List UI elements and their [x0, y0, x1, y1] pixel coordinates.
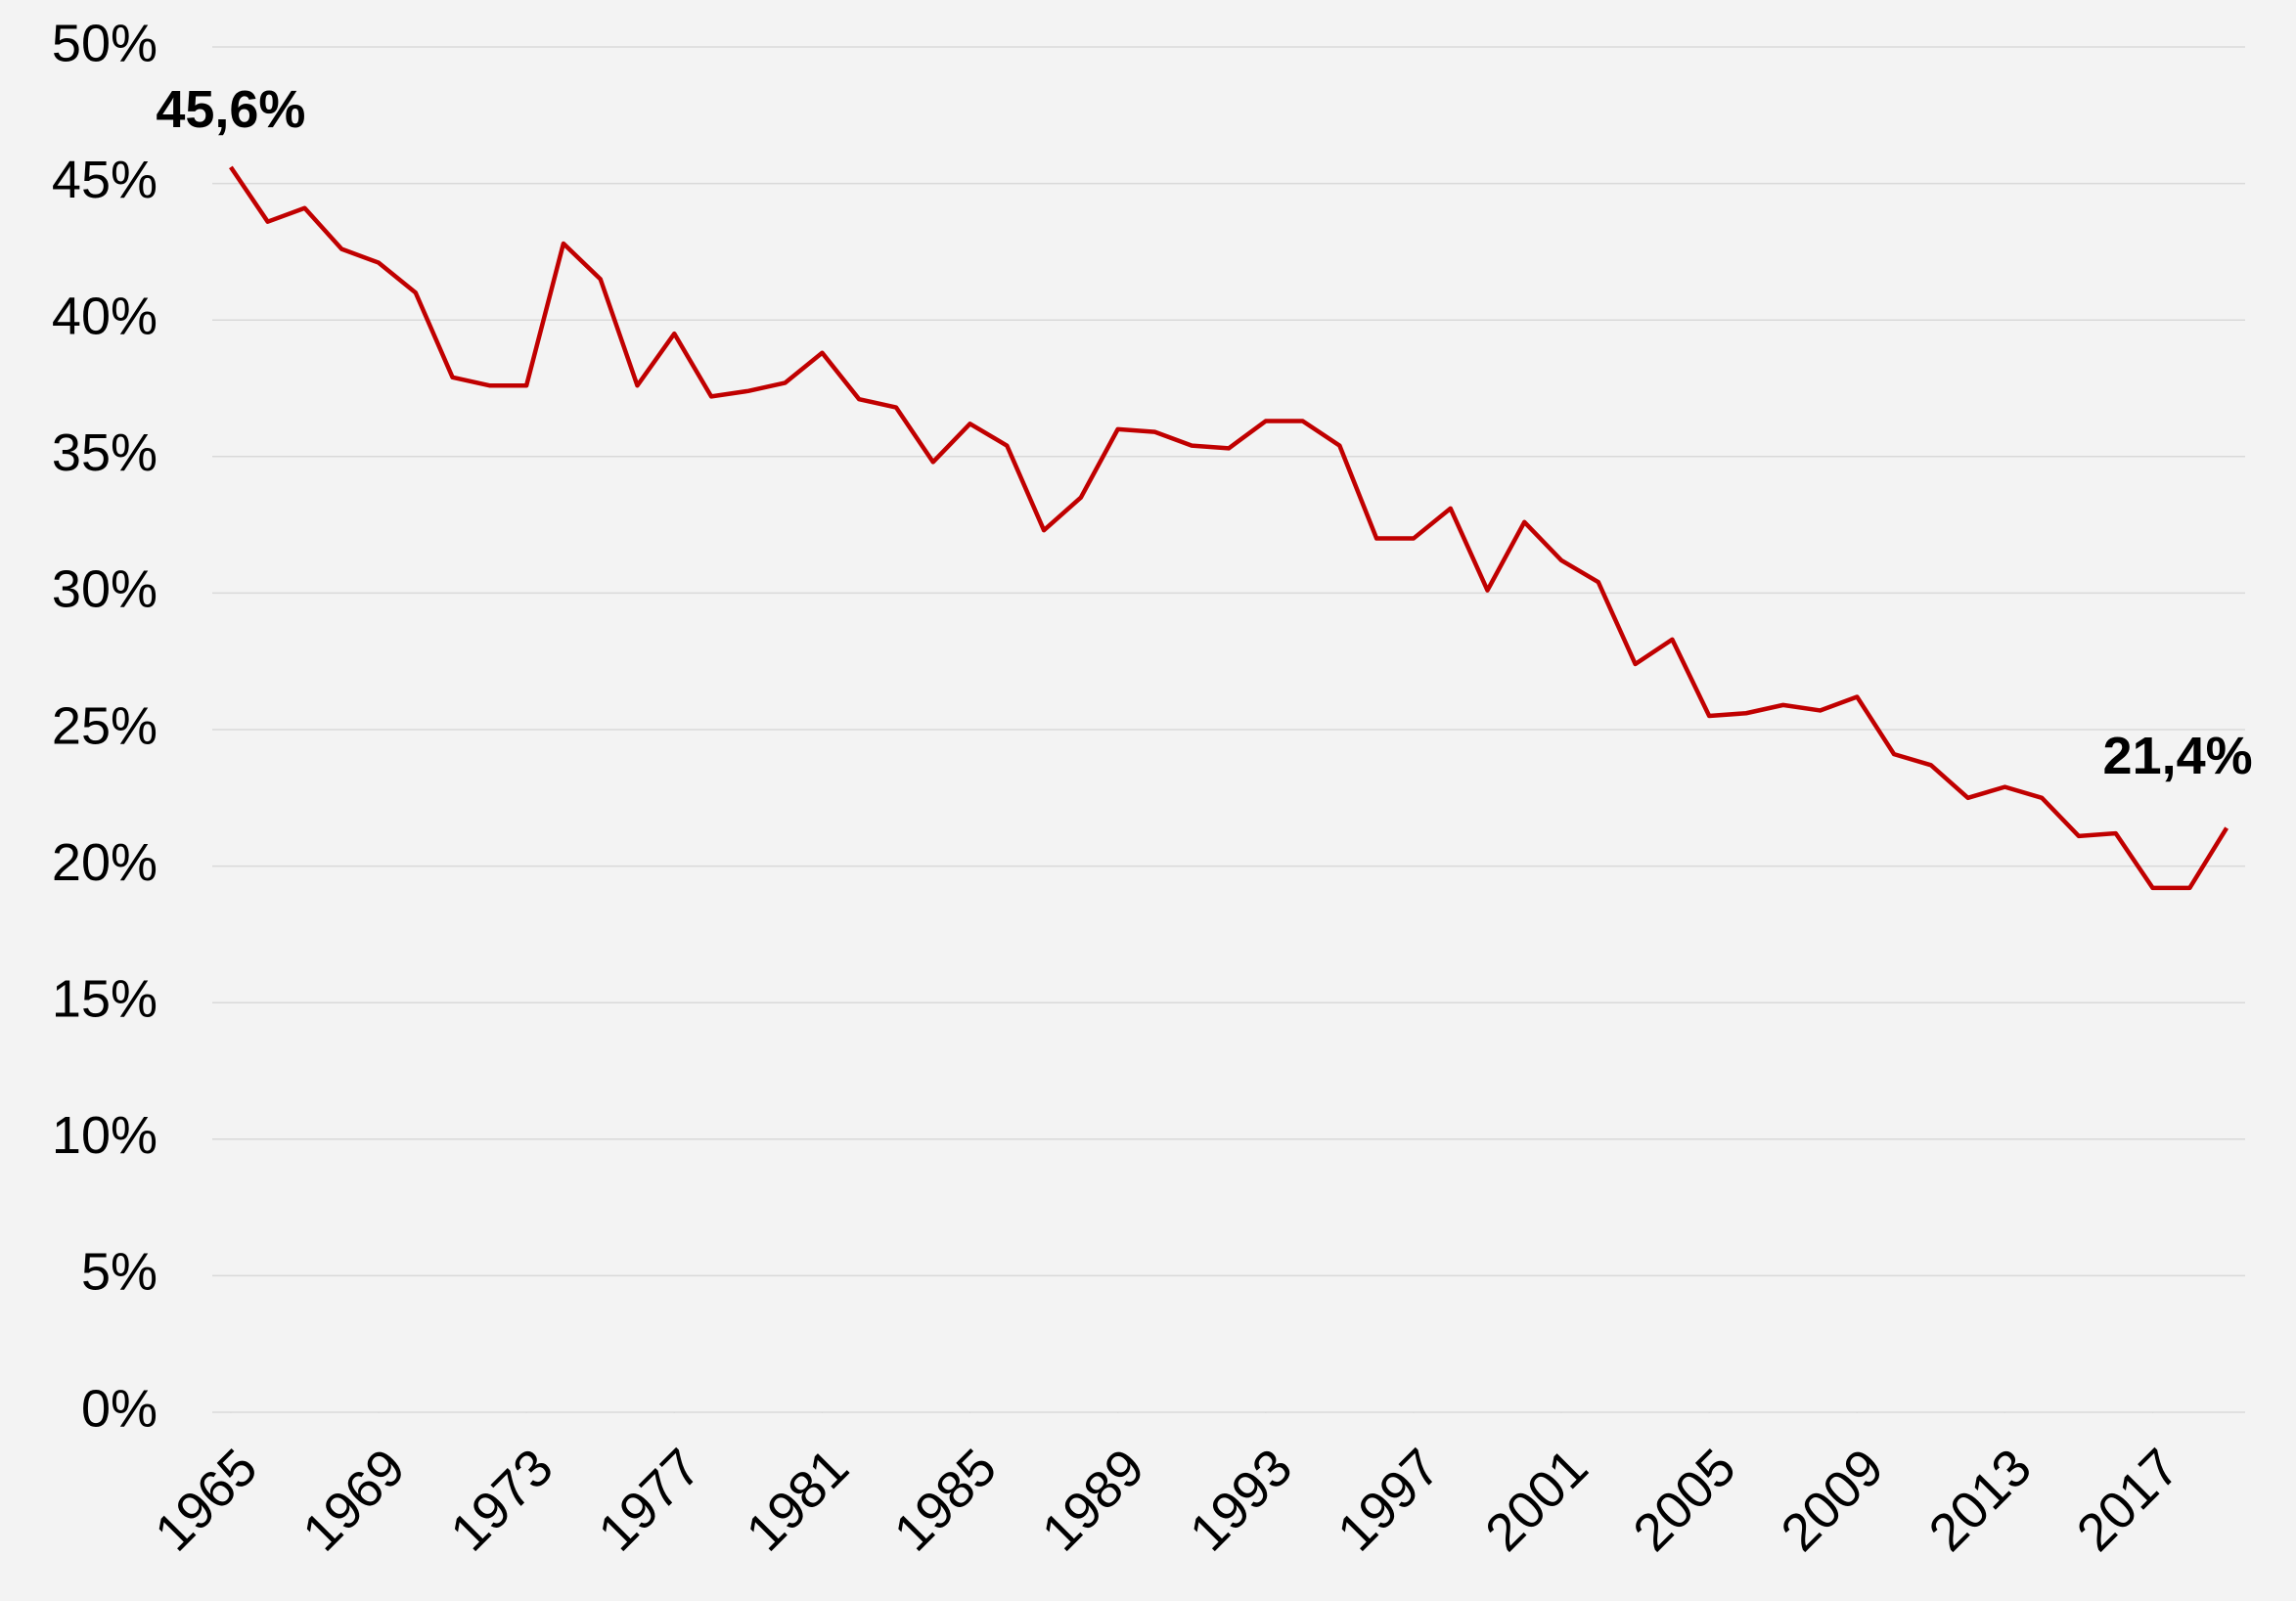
y-tick-label: 40% [52, 287, 158, 345]
y-tick-label: 50% [52, 14, 158, 72]
y-tick-label: 10% [52, 1106, 158, 1165]
y-tick-label: 20% [52, 833, 158, 892]
y-tick-label: 45% [52, 151, 158, 209]
y-tick-label: 5% [81, 1243, 158, 1302]
y-tick-label: 15% [52, 969, 158, 1028]
y-tick-label: 30% [52, 560, 158, 619]
data-label: 45,6% [156, 80, 305, 139]
y-tick-label: 25% [52, 696, 158, 755]
y-tick-label: 0% [81, 1379, 158, 1438]
data-line [229, 165, 2229, 891]
data-label: 21,4% [2103, 727, 2253, 785]
y-tick-label: 35% [52, 423, 158, 482]
